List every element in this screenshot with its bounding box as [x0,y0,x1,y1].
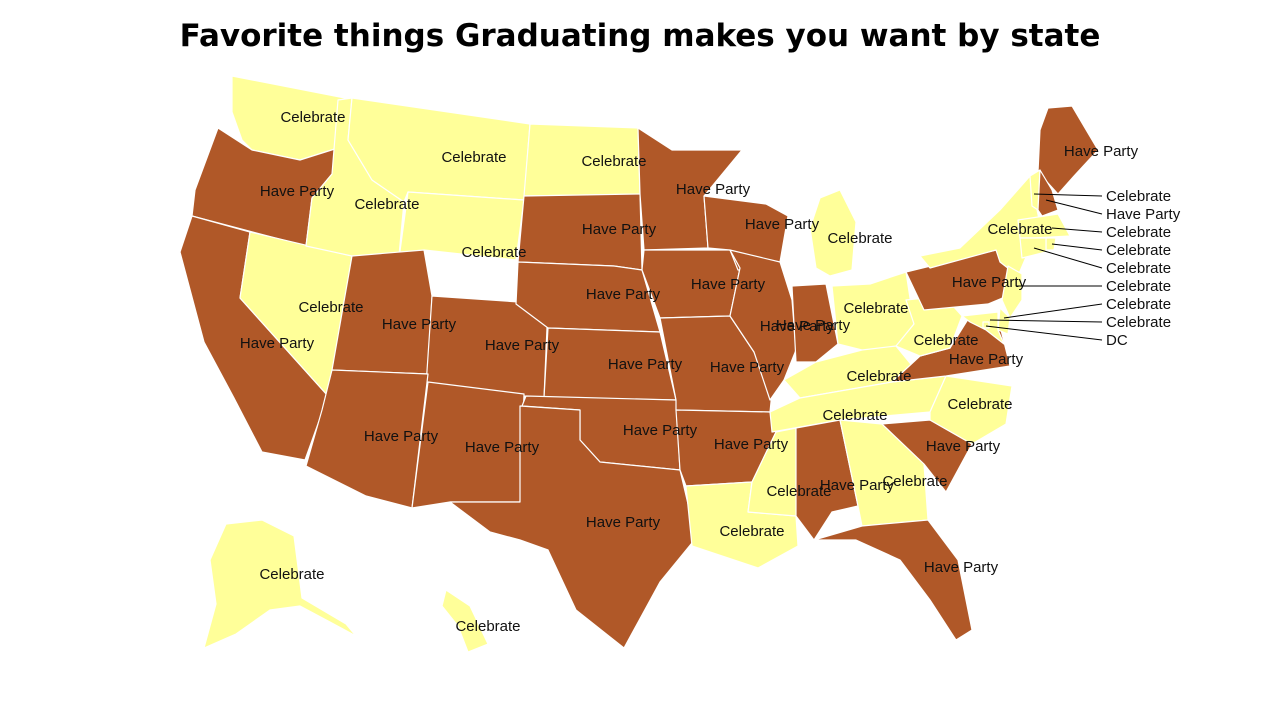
callout-label-nh: Have Party [1106,206,1181,223]
state-label-nv: Celebrate [298,299,363,316]
callout-line-ri [1051,243,1103,251]
state-label-sc: Have Party [926,438,1001,455]
callout-label-de: Celebrate [1106,296,1171,313]
state-label-mt: Celebrate [441,149,506,166]
map-title: Favorite things Graduating makes you wan… [179,18,1101,54]
state-label-va: Have Party [949,351,1024,368]
state-label-ny: Celebrate [987,221,1052,238]
state-label-sd: Have Party [582,221,657,238]
state-label-mi: Celebrate [827,230,892,247]
state-label-nd: Celebrate [581,153,646,170]
state-label-nc: Celebrate [947,396,1012,413]
state-label-wi: Have Party [745,216,820,233]
state-ak [203,519,357,649]
state-label-ks: Have Party [608,356,683,373]
state-in [791,283,839,363]
callout-line-ct [1033,247,1103,269]
callout-line-de [1003,303,1103,319]
state-label-wv: Celebrate [913,332,978,349]
state-label-ga: Celebrate [882,473,947,490]
state-nj [1001,265,1023,319]
state-ct [1019,237,1047,259]
state-mi [809,189,857,277]
state-label-pa: Have Party [952,274,1027,291]
state-ma [1017,213,1071,239]
state-label-ia: Have Party [691,276,766,293]
state-label-id: Celebrate [354,196,419,213]
callout-line-ma [1051,227,1103,233]
callout-label-md: Celebrate [1106,314,1171,331]
state-il [729,249,797,401]
state-label-ar: Have Party [714,436,789,453]
state-label-ky: Celebrate [846,368,911,385]
state-label-la: Celebrate [719,523,784,540]
callout-label-ct: Celebrate [1106,260,1171,277]
state-label-tx: Have Party [586,514,661,531]
state-label-in: Have Party [776,317,851,334]
state-az [305,369,429,509]
callout-line-nh [1045,199,1103,215]
state-label-wy: Celebrate [461,244,526,261]
callout-label-dc: DC [1106,332,1128,349]
state-label-mn: Have Party [676,181,751,198]
state-hi [441,589,489,653]
state-sc [881,419,973,493]
state-label-ok: Have Party [623,422,698,439]
state-label-or: Have Party [260,183,335,200]
state-label-nm: Have Party [465,439,540,456]
callout-label-vt: Celebrate [1106,188,1171,205]
callout-label-ma: Celebrate [1106,224,1171,241]
state-nh [1037,169,1059,217]
state-label-wa: Celebrate [280,109,345,126]
state-label-ne: Have Party [586,286,661,303]
state-me [1037,105,1099,195]
state-label-tn: Celebrate [822,407,887,424]
state-label-ak: Celebrate [259,566,324,583]
state-dc [982,321,990,329]
callout-line-dc [985,325,1103,341]
callout-line-md [989,319,1103,323]
state-label-co: Have Party [485,337,560,354]
state-label-me: Have Party [1064,143,1139,160]
state-label-ut: Have Party [382,316,457,333]
state-label-oh: Celebrate [843,300,908,317]
state-label-al: Have Party [820,477,895,494]
state-label-hi: Celebrate [455,618,520,635]
state-label-az: Have Party [364,428,439,445]
state-fl [813,519,973,641]
callout-line-vt [1033,193,1103,197]
state-tx [449,405,697,649]
state-label-ms: Celebrate [766,483,831,500]
callout-label-nj: Celebrate [1106,278,1171,295]
callout-label-ri: Celebrate [1106,242,1171,259]
state-label-fl: Have Party [924,559,999,576]
state-label-ca: Have Party [240,335,315,352]
state-label-mo: Have Party [710,359,785,376]
state-label-il: Have Party [760,318,835,335]
